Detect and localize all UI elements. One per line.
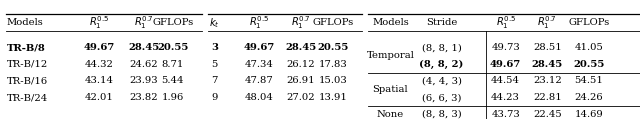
- Text: 49.73: 49.73: [492, 43, 520, 52]
- Text: Models: Models: [6, 18, 43, 27]
- Text: 1.96: 1.96: [162, 93, 184, 102]
- Text: Spatial: Spatial: [372, 85, 408, 94]
- Text: 20.55: 20.55: [317, 43, 349, 52]
- Text: 24.62: 24.62: [130, 60, 158, 69]
- Text: GFLOPs: GFLOPs: [568, 18, 609, 27]
- Text: Temporal: Temporal: [367, 51, 414, 60]
- Text: $R_1^{0.5}$: $R_1^{0.5}$: [89, 14, 109, 31]
- Text: 28.45: 28.45: [532, 60, 563, 69]
- Text: 23.93: 23.93: [130, 76, 158, 85]
- Text: TR-B/16: TR-B/16: [6, 76, 47, 85]
- Text: 14.69: 14.69: [575, 110, 603, 119]
- Text: 15.03: 15.03: [319, 76, 347, 85]
- Text: 44.23: 44.23: [491, 93, 520, 102]
- Text: 43.14: 43.14: [84, 76, 114, 85]
- Text: 28.51: 28.51: [533, 43, 561, 52]
- Text: $R_1^{0.7}$: $R_1^{0.7}$: [291, 14, 310, 31]
- Text: (8, 8, 2): (8, 8, 2): [419, 60, 464, 69]
- Text: 22.81: 22.81: [533, 93, 561, 102]
- Text: 47.87: 47.87: [245, 76, 273, 85]
- Text: 7: 7: [211, 76, 218, 85]
- Text: 44.54: 44.54: [491, 76, 520, 85]
- Text: (8, 8, 3): (8, 8, 3): [422, 110, 461, 119]
- Text: 5: 5: [211, 60, 218, 69]
- Text: 48.04: 48.04: [244, 93, 274, 102]
- Text: 13.91: 13.91: [318, 93, 348, 102]
- Text: 20.55: 20.55: [157, 43, 189, 52]
- Text: 26.12: 26.12: [287, 60, 315, 69]
- Text: 17.83: 17.83: [319, 60, 347, 69]
- Text: 26.91: 26.91: [287, 76, 315, 85]
- Text: Models: Models: [372, 18, 409, 27]
- Text: 23.82: 23.82: [130, 93, 158, 102]
- Text: TR-B/8: TR-B/8: [6, 43, 45, 52]
- Text: 43.73: 43.73: [492, 110, 520, 119]
- Text: 42.01: 42.01: [84, 93, 114, 102]
- Text: $R_1^{0.5}$: $R_1^{0.5}$: [495, 14, 516, 31]
- Text: $R_1^{0.5}$: $R_1^{0.5}$: [249, 14, 269, 31]
- Text: None: None: [377, 110, 404, 119]
- Text: 49.67: 49.67: [84, 43, 115, 52]
- Text: 3: 3: [211, 43, 218, 52]
- Text: 47.34: 47.34: [244, 60, 274, 69]
- Text: TR-B/24: TR-B/24: [6, 93, 47, 102]
- Text: $R_1^{0.7}$: $R_1^{0.7}$: [134, 14, 154, 31]
- Text: (8, 8, 1): (8, 8, 1): [422, 43, 461, 52]
- Text: 9: 9: [211, 93, 218, 102]
- Text: 41.05: 41.05: [574, 43, 604, 52]
- Text: 8.71: 8.71: [162, 60, 184, 69]
- Text: $k_t$: $k_t$: [209, 16, 220, 30]
- Text: $R_1^{0.7}$: $R_1^{0.7}$: [538, 14, 557, 31]
- Text: 49.67: 49.67: [244, 43, 275, 52]
- Text: 28.45: 28.45: [285, 43, 316, 52]
- Text: (4, 4, 3): (4, 4, 3): [422, 76, 461, 85]
- Text: 44.32: 44.32: [84, 60, 114, 69]
- Text: 5.44: 5.44: [161, 76, 184, 85]
- Text: GFLOPs: GFLOPs: [152, 18, 193, 27]
- Text: 27.02: 27.02: [287, 93, 315, 102]
- Text: 28.45: 28.45: [129, 43, 159, 52]
- Text: Stride: Stride: [426, 18, 458, 27]
- Text: 22.45: 22.45: [533, 110, 561, 119]
- Text: 49.67: 49.67: [490, 60, 521, 69]
- Text: TR-B/12: TR-B/12: [6, 60, 47, 69]
- Text: 24.26: 24.26: [575, 93, 603, 102]
- Text: 23.12: 23.12: [533, 76, 561, 85]
- Text: 54.51: 54.51: [574, 76, 604, 85]
- Text: 20.55: 20.55: [573, 60, 605, 69]
- Text: (6, 6, 3): (6, 6, 3): [422, 93, 461, 102]
- Text: GFLOPs: GFLOPs: [312, 18, 353, 27]
